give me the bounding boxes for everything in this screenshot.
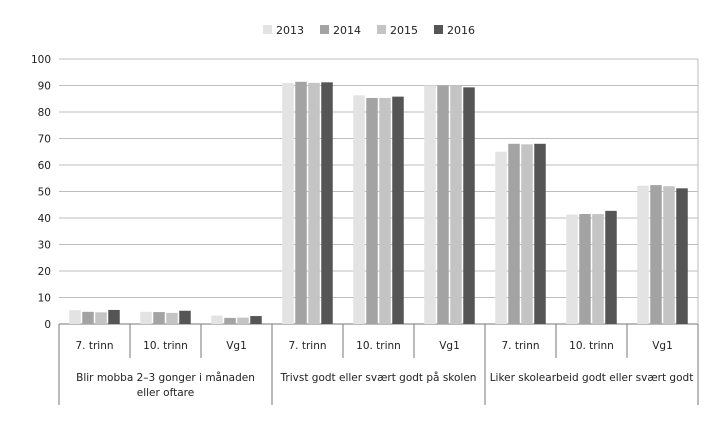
gridlines (59, 58, 699, 325)
legend-swatch (320, 25, 329, 34)
bar (140, 311, 152, 324)
x-tick-label: 7. trinn (288, 340, 326, 352)
bar (308, 82, 320, 324)
group-label: Liker skolearbeid godt eller svært godt (490, 372, 694, 384)
y-tick-label: 50 (38, 187, 51, 199)
bar (495, 151, 507, 324)
group-label: Trivst godt eller svært godt på skolen (280, 371, 477, 384)
bar (321, 82, 333, 324)
bar (424, 85, 436, 324)
legend-label: 2016 (447, 24, 475, 37)
bar (534, 143, 546, 324)
bar (211, 315, 223, 324)
bar (437, 85, 449, 324)
x-tick-label: 10. trinn (569, 340, 614, 352)
y-tick-label: 10 (38, 293, 51, 305)
bar (366, 97, 378, 324)
legend-label: 2014 (333, 24, 361, 37)
bar (108, 309, 120, 324)
bar (69, 310, 81, 324)
y-tick-label: 40 (38, 213, 51, 225)
y-axis: 0 10 20 30 40 50 60 70 80 90 100 (31, 54, 51, 331)
bar (663, 186, 675, 324)
bar (650, 185, 662, 324)
bar (379, 97, 391, 324)
bar (637, 185, 649, 324)
bar (179, 310, 191, 324)
bar (521, 144, 533, 324)
bar (508, 143, 520, 324)
bar (450, 85, 462, 324)
x-tick-label: Vg1 (652, 340, 673, 352)
bar (592, 214, 604, 324)
y-tick-label: 0 (44, 319, 51, 331)
bar (579, 214, 591, 324)
x-axis: 7. trinn 10. trinn Vg1 7. trinn 10. trinn Vg1… (58, 324, 699, 405)
x-tick-label: 10. trinn (356, 340, 401, 352)
bar (566, 214, 578, 324)
legend-label: 2015 (390, 24, 418, 37)
group-label: Blir mobba 2–3 gonger i månaden (76, 371, 255, 384)
y-tick-label: 70 (38, 134, 51, 146)
legend-swatch (434, 25, 443, 34)
y-tick-label: 80 (38, 107, 51, 119)
bar (237, 317, 249, 324)
y-tick-label: 90 (38, 81, 51, 93)
x-tick-label: 7. trinn (75, 340, 113, 352)
legend-swatch (263, 25, 272, 34)
x-tick-label: 7. trinn (501, 340, 539, 352)
group-label-line2: eller oftare (137, 387, 194, 399)
bar (392, 96, 404, 324)
legend-swatch (377, 25, 386, 34)
bar (95, 312, 107, 324)
bar (295, 81, 307, 324)
y-tick-label: 100 (31, 54, 51, 66)
bar (166, 312, 178, 324)
legend: 2013 2014 2015 2016 (263, 24, 475, 37)
bar (82, 311, 94, 324)
y-tick-label: 30 (38, 240, 51, 252)
bar (224, 317, 236, 324)
x-tick-label: Vg1 (439, 340, 460, 352)
bar (463, 87, 475, 324)
bar (282, 83, 294, 325)
bar (676, 188, 688, 324)
bar (353, 95, 365, 325)
bar (605, 210, 617, 324)
legend-label: 2013 (276, 24, 304, 37)
y-tick-label: 20 (38, 266, 51, 278)
x-tick-label: Vg1 (226, 340, 247, 352)
bars (69, 81, 688, 325)
bar (153, 312, 165, 324)
bar (250, 316, 262, 324)
x-tick-label: 10. trinn (143, 340, 188, 352)
y-tick-label: 60 (38, 160, 51, 172)
